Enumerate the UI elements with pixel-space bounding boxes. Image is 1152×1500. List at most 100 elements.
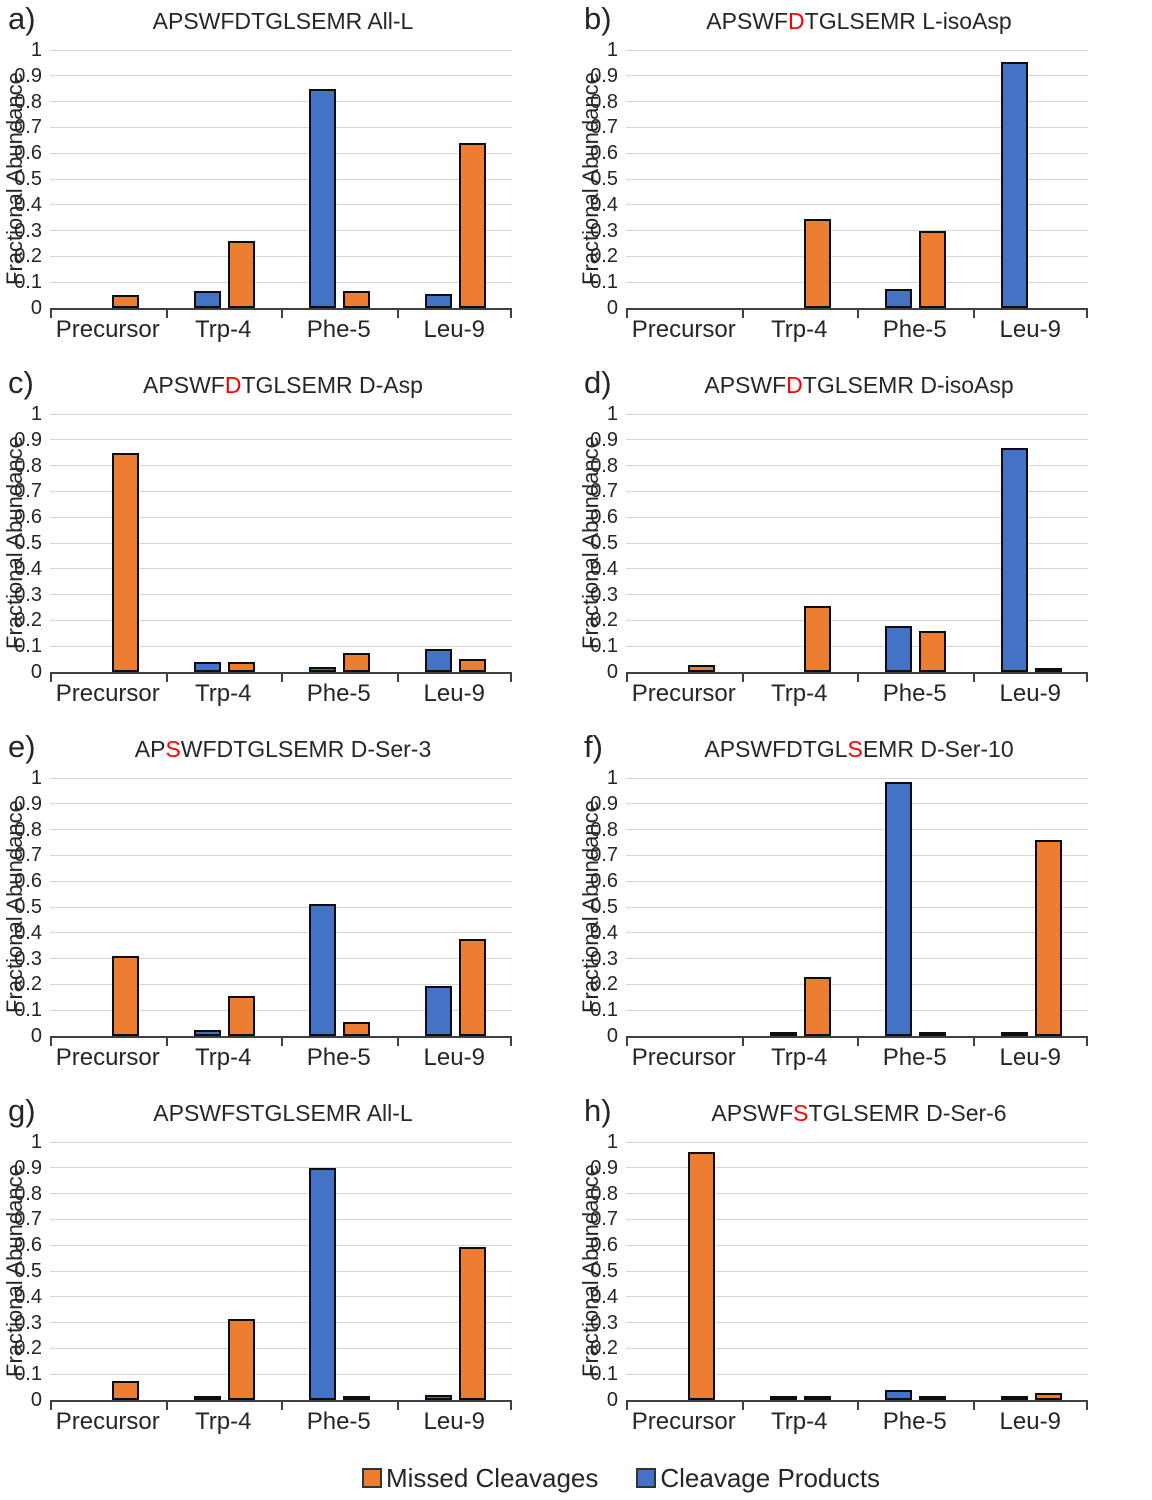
y-tick-label: 0.8 — [590, 454, 618, 477]
x-axis-tick — [1086, 1402, 1088, 1410]
y-tick-label: 0.5 — [590, 168, 618, 190]
gridline — [626, 1296, 1088, 1298]
cleavage-products-bar-leu-9 — [1000, 1396, 1028, 1400]
highlighted-residue: D — [788, 8, 805, 34]
legend-item-cleavage-products: Cleavage Products — [636, 1463, 880, 1494]
missed-cleavages-bar-trp-4 — [227, 1318, 255, 1400]
x-axis-tick — [281, 1038, 283, 1046]
gridline — [626, 983, 1088, 985]
figure-grid: a) APSWFDTGLSEMR All-L Fractional Abundanc… — [0, 1, 1152, 1456]
y-tick-label: 0.3 — [14, 219, 42, 242]
y-tick-label: 0.9 — [14, 792, 42, 815]
x-category-label-leu-9: Leu-9 — [423, 1408, 485, 1435]
title-text: WFDTGLSEMR D-Ser-3 — [180, 736, 432, 762]
x-axis-tick — [396, 1402, 399, 1410]
title-text: APSWF — [143, 372, 225, 398]
legend-label-cleavage-products: Cleavage Products — [660, 1462, 881, 1493]
x-axis-line — [50, 308, 512, 310]
gridline — [626, 413, 1088, 415]
gridline — [50, 1009, 512, 1011]
x-category-label-precursor: Precursor — [631, 680, 736, 707]
y-tick-label: 0.5 — [590, 1260, 618, 1282]
y-tick-label: 0.4 — [14, 921, 42, 944]
x-axis-tick — [281, 310, 283, 318]
gridline — [50, 75, 512, 77]
y-tick-label: 0.3 — [14, 583, 42, 606]
gridline — [626, 594, 1088, 596]
y-tick-label: 0.3 — [14, 1311, 42, 1334]
y-tick-label: 0.1 — [14, 271, 42, 294]
y-tick-label: 1 — [30, 767, 42, 789]
x-category-label-trp-4: Trp-4 — [195, 1044, 252, 1071]
gridline — [626, 1244, 1088, 1246]
gridline — [626, 1218, 1088, 1220]
x-category-label-phe-5: Phe-5 — [306, 1408, 371, 1435]
x-axis-tick — [50, 674, 52, 682]
y-tick-label: 0.6 — [14, 870, 42, 893]
missed-cleavages-bar-trp-4 — [227, 996, 255, 1036]
y-tick-label: 0.3 — [590, 1311, 618, 1334]
gridline — [626, 932, 1088, 934]
y-tick-label: 0.7 — [14, 480, 42, 503]
y-tick-label: 0.2 — [14, 1337, 42, 1360]
y-tick-label: 0 — [606, 297, 618, 319]
gridline — [626, 465, 1088, 467]
cleavage-products-bar-phe-5 — [309, 904, 337, 1036]
missed-cleavages-bar-trp-4 — [803, 219, 831, 308]
missed-cleavages-swatch-icon — [361, 1468, 382, 1488]
y-tick-label: 0.2 — [14, 609, 42, 632]
chart-title-g: APSWFSTGLSEMR All-L — [48, 1100, 518, 1127]
gridline — [626, 152, 1088, 154]
missed-cleavages-bar-leu-9 — [1034, 839, 1062, 1036]
x-axis-tick — [510, 674, 512, 682]
gridline — [626, 777, 1088, 779]
x-axis-tick — [626, 1402, 628, 1410]
x-category-label-leu-9: Leu-9 — [999, 316, 1061, 343]
panel-d: d) APSWFDTGLSEMR D-isoAsp Fractional Abund… — [576, 364, 1152, 728]
missed-cleavages-bar-phe-5 — [919, 630, 947, 672]
gridline — [626, 619, 1088, 621]
y-tick-label: 0 — [606, 1389, 618, 1411]
y-tick-label: 0.6 — [590, 506, 618, 529]
gridline — [626, 101, 1088, 103]
x-axis-tick — [165, 1038, 168, 1046]
cleavage-products-bar-phe-5 — [885, 288, 913, 308]
gridline — [50, 126, 512, 128]
x-axis-line — [50, 1036, 512, 1038]
y-tick-label: 0.3 — [590, 219, 618, 242]
x-axis-tick — [510, 310, 512, 318]
y-tick-label: 0.2 — [590, 973, 618, 996]
cleavage-products-bar-trp-4 — [193, 1396, 221, 1400]
gridline — [626, 516, 1088, 518]
y-tick-label: 1 — [30, 1131, 42, 1153]
missed-cleavages-bar-leu-9 — [1034, 668, 1062, 672]
gridline — [626, 906, 1088, 908]
y-tick-label: 0 — [606, 1025, 618, 1047]
gridline — [50, 152, 512, 154]
gridline — [626, 1193, 1088, 1195]
panel-g: g) APSWFSTGLSEMR All-L Fractional Abundanc… — [0, 1092, 576, 1456]
gridline — [50, 880, 512, 882]
missed-cleavages-bar-trp-4 — [803, 976, 831, 1036]
gridline — [626, 829, 1088, 831]
plot-area-a — [50, 49, 512, 318]
y-tick-label: 0.9 — [14, 1156, 42, 1179]
plot-area-e — [50, 777, 512, 1046]
gridline — [50, 983, 512, 985]
missed-cleavages-bar-precursor — [112, 956, 140, 1036]
highlighted-residue: S — [793, 1100, 809, 1126]
gridline — [50, 281, 512, 283]
y-tick-label: 0.3 — [590, 583, 618, 606]
gridline — [626, 230, 1088, 232]
y-tick-label: 0.7 — [590, 844, 618, 867]
x-category-label-trp-4: Trp-4 — [195, 1408, 252, 1435]
gridline — [50, 594, 512, 596]
missed-cleavages-bar-phe-5 — [343, 291, 371, 308]
x-axis-tick — [396, 310, 399, 318]
x-axis-line — [626, 1400, 1088, 1402]
gridline — [626, 568, 1088, 570]
gridline — [50, 1296, 512, 1298]
x-axis-tick — [50, 310, 52, 318]
gridline — [50, 906, 512, 908]
x-category-label-trp-4: Trp-4 — [771, 680, 828, 707]
